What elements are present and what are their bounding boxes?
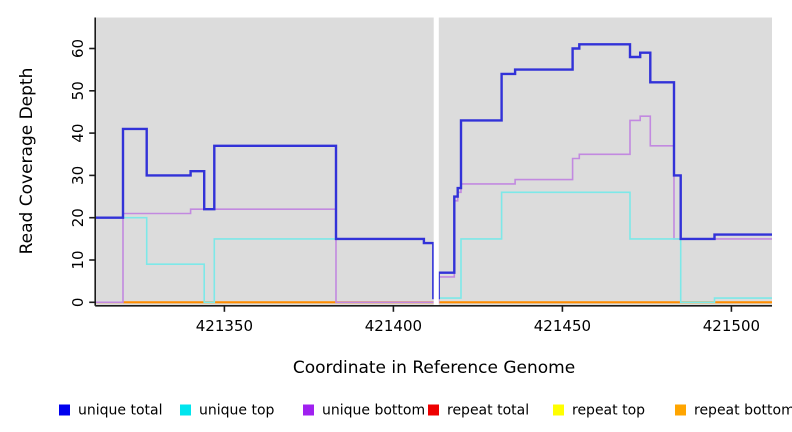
legend-swatch-icon	[553, 404, 564, 416]
legend-item-unique-bottom: unique bottom	[303, 403, 425, 419]
y-tick-label: 0	[69, 298, 87, 308]
legend-label: unique top	[199, 403, 275, 419]
legend-swatch-icon	[180, 404, 191, 416]
x-tick-label: 421450	[534, 317, 591, 335]
legend-label: unique total	[78, 403, 162, 419]
series-unique-total	[96, 43, 772, 300]
x-tick-label: 421500	[703, 317, 760, 335]
y-tick-label: 30	[69, 166, 87, 185]
axes	[94, 17, 772, 307]
x-axis-title: Coordinate in Reference Genome	[293, 358, 575, 378]
x-tick-label: 421400	[365, 317, 422, 335]
legend-swatch-icon	[675, 404, 686, 416]
legend-swatch-icon	[303, 404, 314, 416]
coverage-gap-band	[433, 17, 439, 306]
y-axis-title: Read Coverage Depth	[17, 68, 37, 255]
legend-label: repeat top	[572, 403, 645, 419]
y-tick-label: 40	[69, 124, 87, 143]
legend-item-unique-top: unique top	[180, 403, 275, 419]
legend-item-repeat-bottom: repeat bottom	[675, 403, 792, 419]
tick-label-group: 421350 421400 421450 421500 0 10 20 30 40 50 60	[69, 39, 760, 335]
y-tick-label: 50	[69, 81, 87, 100]
series-unique-top	[96, 191, 772, 304]
y-tick-label: 20	[69, 208, 87, 227]
x-tick-label: 421350	[196, 317, 253, 335]
y-tick-label: 60	[69, 39, 87, 58]
legend: unique total unique top unique bottom repea…	[59, 403, 792, 419]
legend-item-unique-total: unique total	[59, 403, 162, 419]
series-unique-bottom	[96, 115, 772, 304]
y-tick-label: 10	[69, 250, 87, 269]
legend-label: repeat total	[447, 403, 529, 419]
legend-label: unique bottom	[322, 403, 425, 419]
legend-swatch-icon	[428, 404, 439, 416]
tick-group	[89, 47, 733, 312]
legend-item-repeat-total: repeat total	[428, 403, 529, 419]
legend-item-repeat-top: repeat top	[553, 403, 645, 419]
legend-swatch-icon	[59, 404, 70, 416]
legend-label: repeat bottom	[694, 403, 792, 419]
